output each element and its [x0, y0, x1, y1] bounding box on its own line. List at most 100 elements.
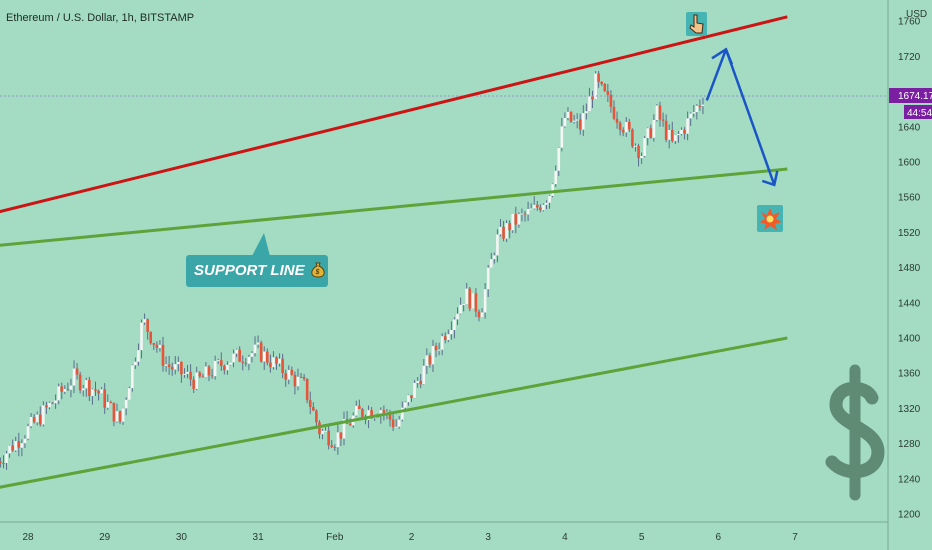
candle-body	[327, 430, 330, 446]
candle-body	[204, 366, 208, 378]
candle-body	[32, 416, 36, 423]
candle-body	[557, 147, 561, 171]
candle-body	[100, 389, 103, 394]
candle-body	[551, 184, 554, 196]
candle-body	[542, 204, 545, 211]
candle-body	[511, 214, 515, 231]
y-tick-label: 1600	[898, 158, 921, 169]
candle-body	[324, 430, 327, 432]
candle-body	[158, 344, 162, 348]
candle-body	[646, 128, 650, 139]
candle-body	[164, 364, 168, 366]
candle-body	[640, 155, 643, 159]
candle-body	[674, 135, 677, 141]
support-line[interactable]	[0, 167, 788, 250]
y-tick-label: 1240	[898, 474, 921, 485]
candle-body	[422, 365, 426, 385]
lower_channel-line[interactable]	[0, 336, 788, 496]
candle-body	[180, 361, 183, 375]
candle-body	[272, 357, 275, 368]
candle-body	[618, 122, 622, 130]
dollar-sign-icon	[825, 364, 885, 501]
candle-body	[302, 377, 306, 379]
chart-title: Ethereum / U.S. Dollar, 1h, BITSTAMP	[6, 12, 194, 24]
resistance-line[interactable]	[0, 15, 788, 224]
candle-body	[499, 226, 502, 235]
candle-body	[81, 388, 85, 391]
x-tick-label: 31	[253, 532, 265, 543]
candle-body	[8, 445, 11, 454]
candle-body	[477, 311, 481, 318]
candle-body	[183, 373, 186, 375]
candle-body	[84, 380, 88, 389]
candle-body	[330, 445, 334, 448]
candle-body	[664, 120, 668, 140]
candle-body	[177, 361, 180, 365]
candle-body	[493, 255, 496, 260]
candle-body	[287, 369, 291, 380]
candle-body	[462, 304, 465, 306]
candle-body	[637, 145, 640, 159]
candle-body	[299, 376, 303, 378]
candle-body	[643, 138, 646, 156]
candle-body	[155, 344, 159, 348]
candle-body	[124, 399, 128, 409]
candle-body	[397, 419, 401, 427]
candle-body	[275, 357, 278, 364]
candle-body	[152, 343, 156, 345]
y-tick-label: 1400	[898, 334, 921, 345]
candle-body	[253, 344, 257, 354]
support-label-pointer	[252, 233, 270, 256]
y-tick-label: 1760	[898, 17, 921, 28]
candle-body	[566, 111, 570, 118]
x-tick-label: 4	[562, 532, 568, 543]
candle-body	[612, 106, 616, 119]
candle-body	[474, 293, 478, 312]
candle-body	[192, 379, 195, 389]
candle-body	[167, 364, 171, 367]
candle-body	[296, 376, 300, 387]
projection-arrowhead-down	[761, 170, 779, 187]
candle-body	[569, 111, 573, 122]
candle-body	[69, 385, 73, 390]
candle-body	[416, 380, 419, 383]
candle-body	[0, 461, 2, 463]
candle-body	[134, 361, 137, 366]
candle-body	[238, 349, 241, 362]
candle-body	[140, 322, 143, 351]
candle-body	[609, 94, 613, 107]
candle-body	[131, 365, 134, 389]
x-tick-label: 7	[792, 532, 798, 543]
x-tick-label: 29	[99, 532, 111, 543]
candle-body	[17, 441, 21, 448]
candle-body	[109, 402, 113, 404]
candle-body	[54, 400, 57, 404]
candle-body	[480, 312, 484, 318]
candle-body	[358, 405, 361, 409]
trendlines	[0, 15, 788, 496]
candle-body	[23, 438, 27, 444]
candle-body	[563, 117, 567, 127]
candle-body	[631, 129, 634, 147]
y-tick-label: 1320	[898, 404, 921, 415]
candle-body	[404, 402, 407, 408]
candle-body	[361, 408, 364, 417]
candle-body	[219, 360, 223, 367]
candle-body	[235, 349, 238, 354]
candle-body	[370, 410, 373, 419]
candle-body	[689, 113, 692, 119]
collision-icon	[757, 205, 783, 232]
candle-body	[701, 104, 705, 107]
candle-body	[88, 380, 91, 396]
candle-body	[198, 372, 202, 377]
candle-body	[520, 213, 524, 215]
candle-body	[354, 405, 358, 416]
candle-body	[57, 386, 60, 401]
candle-body	[450, 330, 453, 335]
candle-body	[161, 344, 165, 366]
candle-body	[388, 412, 392, 420]
candle-body	[670, 129, 674, 141]
candle-body	[502, 226, 505, 239]
candle-body	[394, 426, 398, 428]
